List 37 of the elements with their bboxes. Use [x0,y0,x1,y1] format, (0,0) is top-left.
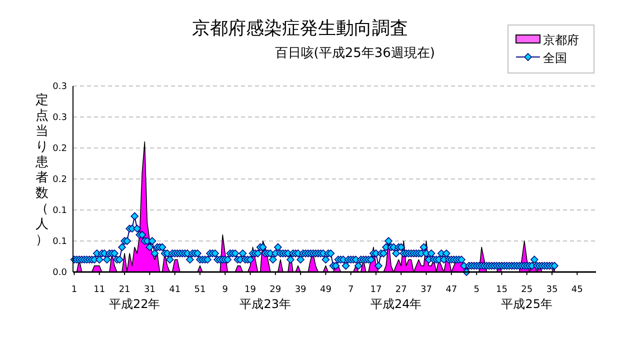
x-tick-label: 17 [370,285,382,295]
y-tick-label: 0.3 [52,113,67,123]
x-tick-label: 35 [546,285,558,295]
x-tick-label: 29 [270,285,282,295]
x-tick-label: 5 [474,285,480,295]
x-tick-label: 25 [521,285,533,295]
y-tick-label: 0.2 [52,175,67,185]
text: 平成25年 [501,297,552,311]
x-tick-label: 47 [446,285,458,295]
text: 定点当り患者数（人） [36,93,48,248]
x-tick-label: 19 [244,285,256,295]
x-tick-label: 37 [420,285,432,295]
y-tick-label: 0.3 [52,82,67,92]
x-tick-label: 1 [71,285,78,295]
y-tick-label: 0.1 [52,206,67,216]
x-tick-label: 51 [194,285,206,295]
y-tick-label: 0.0 [52,268,68,278]
y-tick-label: 0.2 [52,144,67,154]
x-tick-label: 31 [144,285,156,295]
x-tick-label: 39 [294,285,307,295]
chart-subtitle: 百日咳(平成25年36週現在) [274,46,435,61]
x-tick-label: 49 [320,285,332,295]
text: 平成24年 [370,297,422,311]
x-tick-label: 11 [94,285,106,295]
x-tick-label: 15 [496,285,508,295]
text: 平成22年 [108,297,160,311]
x-tick-label: 9 [222,285,228,295]
legend-label: 全国 [543,51,567,65]
y-tick-label: 0.1 [52,237,67,247]
x-tick-label: 41 [169,285,181,295]
x-tick-label: 7 [348,285,354,295]
x-tick-label: 27 [395,285,407,295]
text: 平成23年 [240,297,291,311]
chart-title: 京都府感染症発生動向調査 [192,18,408,39]
x-tick-label: 21 [118,285,130,295]
legend-label: 京都府 [543,33,579,47]
x-tick-label: 45 [571,285,583,295]
